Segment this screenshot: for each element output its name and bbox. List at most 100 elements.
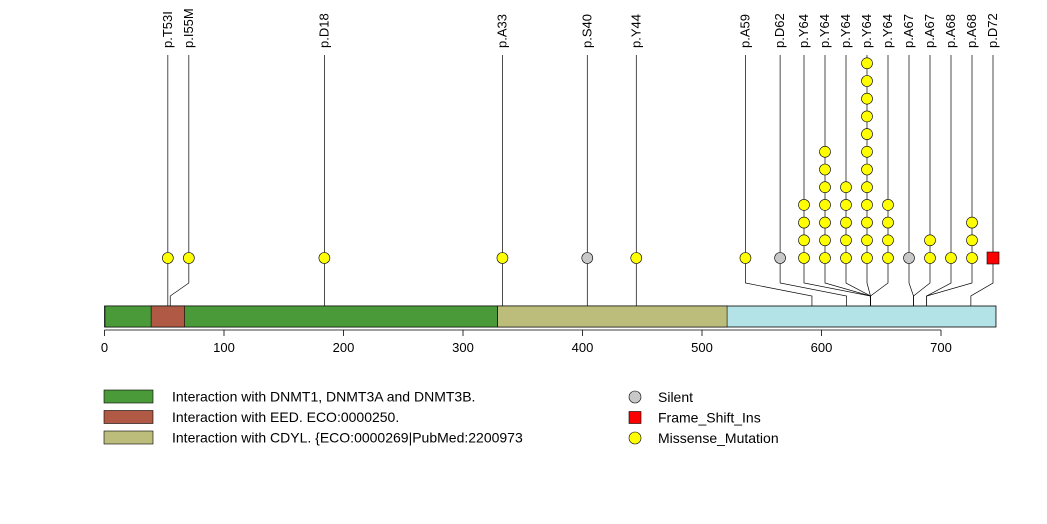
x-tick-label: 500 xyxy=(691,340,713,355)
domain-legend-swatch xyxy=(103,410,154,424)
mutation-marker xyxy=(966,216,978,229)
x-tick-label: 200 xyxy=(333,340,355,355)
x-tick-label: 300 xyxy=(452,340,474,355)
mutation-markers xyxy=(162,57,1000,265)
mutation-marker xyxy=(861,216,873,229)
mutation-marker xyxy=(986,251,1000,265)
mutation-marker xyxy=(861,110,873,123)
mutation-label: p.Y44 xyxy=(628,14,643,48)
x-axis: 0 100 200 300 400 500 600 700 xyxy=(101,329,952,355)
mutation-label: p.Y64 xyxy=(817,14,832,48)
lollipop-stem xyxy=(926,55,973,317)
lollipop-stem xyxy=(803,55,871,317)
mutation-marker xyxy=(819,146,831,158)
mutation-label: p.A67 xyxy=(901,14,916,48)
mutation-marker xyxy=(861,128,873,140)
mutation-marker xyxy=(819,181,831,193)
mutation-marker xyxy=(819,234,831,247)
type-legend-swatch xyxy=(628,390,642,404)
mutation-marker xyxy=(774,252,786,264)
mutation-marker xyxy=(798,234,810,247)
type-legend-label: Silent xyxy=(658,389,693,405)
mutation-marker xyxy=(861,92,873,105)
mutation-label: p.Y64 xyxy=(880,14,895,48)
domain-legend-label: Interaction with DNMT1, DNMT3A and DNMT3… xyxy=(172,389,475,405)
mutation-marker xyxy=(966,252,978,264)
type-legend-label: Missense_Mutation xyxy=(658,430,779,446)
mutation-marker xyxy=(840,252,852,264)
mutation-marker xyxy=(630,252,643,264)
mutation-label: p.I55M xyxy=(181,8,196,48)
type-legend-swatch xyxy=(628,411,642,424)
lollipop-stem xyxy=(169,55,190,317)
lollipop-stem xyxy=(779,55,847,317)
mutation-label: p.A59 xyxy=(737,14,752,48)
domain-legend-swatch xyxy=(103,430,154,445)
domain-legend: Interaction with DNMT1, DNMT3A and DNMT3… xyxy=(103,389,523,446)
mutation-marker xyxy=(966,234,978,247)
mutation-marker xyxy=(882,199,894,211)
mutation-marker xyxy=(924,252,936,264)
mutation-marker xyxy=(819,199,831,211)
x-tick-label: 0 xyxy=(101,340,108,355)
mutation-label: p.T53I xyxy=(160,11,175,48)
mutation-marker xyxy=(861,163,873,176)
mutation-marker xyxy=(903,252,915,264)
mutation-label: p.S40 xyxy=(579,14,594,48)
mutation-marker xyxy=(861,75,873,87)
mutation-marker xyxy=(861,146,873,158)
mutation-labels: p.T53I p.I55M p.D18 p.A33 p.S40 p.Y44 p.A59 p.D… xyxy=(160,8,1000,48)
mutation-marker xyxy=(840,216,852,229)
domain-legend-label: Interaction with CDYL. {ECO:0000269|PubM… xyxy=(172,430,523,446)
lollipop-stem xyxy=(870,55,889,317)
mutation-marker xyxy=(819,216,831,229)
mutation-label: p.Y64 xyxy=(859,14,874,48)
domain-2 xyxy=(150,305,185,328)
x-tick-label: 600 xyxy=(811,340,833,355)
lollipop-stem xyxy=(913,55,931,317)
x-tick-label: 700 xyxy=(930,340,952,355)
mutation-label: p.A68 xyxy=(964,14,979,48)
mutation-marker xyxy=(840,181,852,193)
type-legend-swatch xyxy=(628,431,642,445)
x-tick-label: 400 xyxy=(572,340,594,355)
mutation-marker xyxy=(861,57,873,70)
mutation-marker xyxy=(798,199,810,211)
mutation-marker xyxy=(924,234,936,247)
mutation-marker xyxy=(318,252,331,264)
mutation-label: p.D18 xyxy=(316,13,331,48)
mutation-label: p.A68 xyxy=(943,14,958,48)
mutation-marker xyxy=(798,216,810,229)
mutation-label: p.A33 xyxy=(494,14,509,48)
mutation-marker xyxy=(183,252,195,264)
mutation-label: p.Y64 xyxy=(796,14,811,48)
mutation-marker xyxy=(819,252,831,264)
domain-3 xyxy=(497,305,728,328)
mutation-marker xyxy=(882,234,894,247)
mutation-label: p.A67 xyxy=(922,14,937,48)
mutation-type-legend: Silent Frame_Shift_Ins Missense_Mutation xyxy=(628,389,779,446)
mutation-marker xyxy=(882,216,894,229)
protein-track xyxy=(104,305,997,328)
domain-legend-swatch xyxy=(103,389,154,404)
mutation-label: p.D72 xyxy=(985,13,1000,48)
mutation-marker xyxy=(882,252,894,264)
mutation-label: p.Y64 xyxy=(838,14,853,48)
mutation-marker xyxy=(861,234,873,247)
mutation-marker xyxy=(819,163,831,176)
mutation-marker xyxy=(945,252,957,264)
lollipop-stem xyxy=(970,55,994,317)
mutation-marker xyxy=(840,199,852,211)
mutation-marker xyxy=(581,252,594,264)
x-tick-label: 100 xyxy=(213,340,235,355)
lollipop-stem xyxy=(745,55,813,317)
type-legend-label: Frame_Shift_Ins xyxy=(658,410,761,426)
domain-legend-label: Interaction with EED. ECO:0000250. xyxy=(172,409,399,425)
mutation-marker xyxy=(798,252,810,264)
mutation-marker xyxy=(861,199,873,211)
lollipop-stem xyxy=(908,55,914,317)
mutation-label: p.D62 xyxy=(772,13,787,48)
mutation-marker xyxy=(162,252,174,264)
mutation-marker xyxy=(840,234,852,247)
